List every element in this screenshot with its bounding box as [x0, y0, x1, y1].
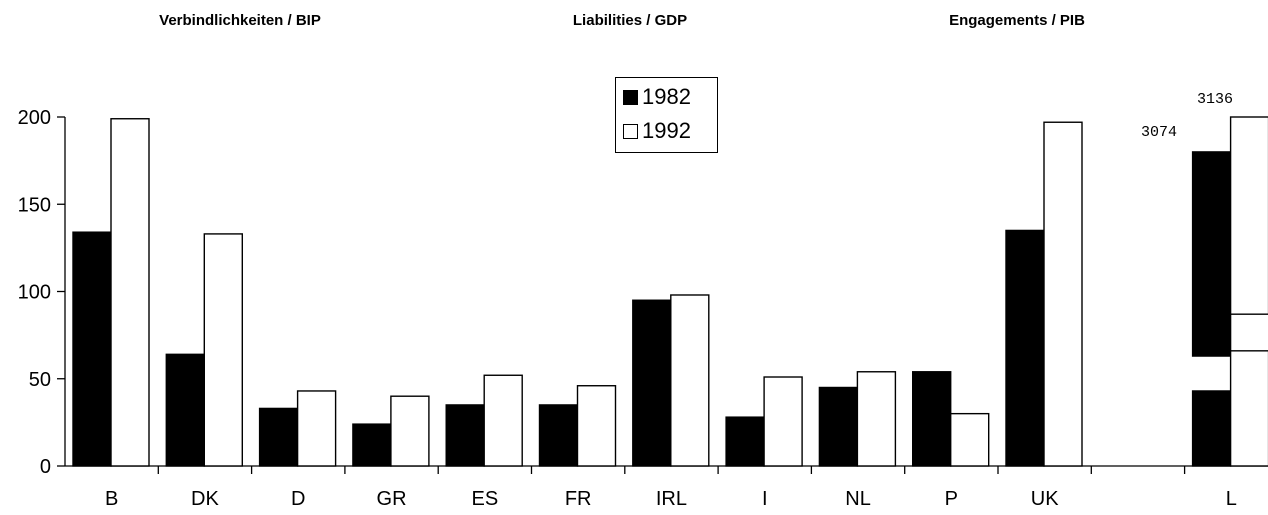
bar-1992-GR [390, 395, 430, 467]
x-tick-label: I [762, 488, 768, 510]
bar-1982-I [725, 416, 765, 467]
legend-swatch-1992 [623, 123, 638, 139]
x-tick-label: NL [845, 488, 871, 510]
bar-1992-B [110, 118, 150, 467]
chart-title-german: Verbindlichkeiten / BIP [159, 12, 321, 29]
bar-1982-UK [1005, 229, 1045, 467]
bar-1982-NL [818, 386, 859, 467]
bar-1992-ES [483, 374, 523, 467]
x-tick-label: FR [565, 488, 592, 510]
bar-1982-L-lower [1191, 390, 1232, 467]
bar-1992-P [950, 412, 990, 467]
legend: 1982 1992 [615, 77, 718, 153]
bar-1992-FR [576, 385, 617, 467]
bar-1982-L-upper [1191, 151, 1232, 357]
bar-1992-D [296, 390, 337, 467]
x-tick-label: P [945, 488, 958, 510]
bar-1982-FR [538, 404, 579, 467]
value-label-l-1992: 3136 [1197, 91, 1234, 108]
x-tick-label: IRL [656, 488, 687, 510]
y-tick-label: 150 [18, 194, 51, 216]
y-tick-label: 100 [18, 282, 51, 304]
chart-title-french: Engagements / PIB [949, 12, 1085, 29]
x-tick-label: GR [377, 488, 407, 510]
bar-1982-P [912, 371, 952, 467]
bar-1982-B [72, 231, 112, 467]
bar-1982-D [258, 407, 299, 467]
x-tick-label: L [1226, 488, 1237, 510]
legend-item-1982: 1982 [623, 84, 691, 110]
value-label-l-1982: 3074 [1141, 124, 1178, 141]
bar-1982-IRL [632, 299, 672, 467]
legend-item-1992: 1992 [623, 118, 691, 144]
bar-1992-UK [1043, 121, 1083, 467]
bar-1992-NL [856, 371, 897, 467]
x-tick-label: ES [472, 488, 499, 510]
y-tick-label: 0 [40, 456, 51, 478]
bar-1992-I [763, 376, 803, 467]
y-tick-label: 50 [29, 369, 51, 391]
bar-1992-IRL [670, 294, 710, 467]
x-tick-label: DK [191, 488, 219, 510]
x-tick-label: UK [1031, 488, 1059, 510]
x-tick-label: B [105, 488, 118, 510]
x-tick-label: D [291, 488, 305, 510]
bar-1982-GR [352, 423, 392, 467]
legend-label-1992: 1992 [642, 118, 691, 143]
bar-1982-ES [445, 404, 485, 467]
bar-1992-L-upper [1229, 116, 1268, 315]
legend-swatch-1982 [623, 89, 638, 105]
bar-1992-DK [203, 233, 244, 467]
y-tick-label: 200 [18, 107, 51, 129]
chart-title-english: Liabilities / GDP [572, 12, 688, 29]
bar-1992-L-lower [1229, 350, 1268, 467]
legend-label-1982: 1982 [642, 84, 691, 109]
bar-1982-DK [165, 353, 206, 467]
